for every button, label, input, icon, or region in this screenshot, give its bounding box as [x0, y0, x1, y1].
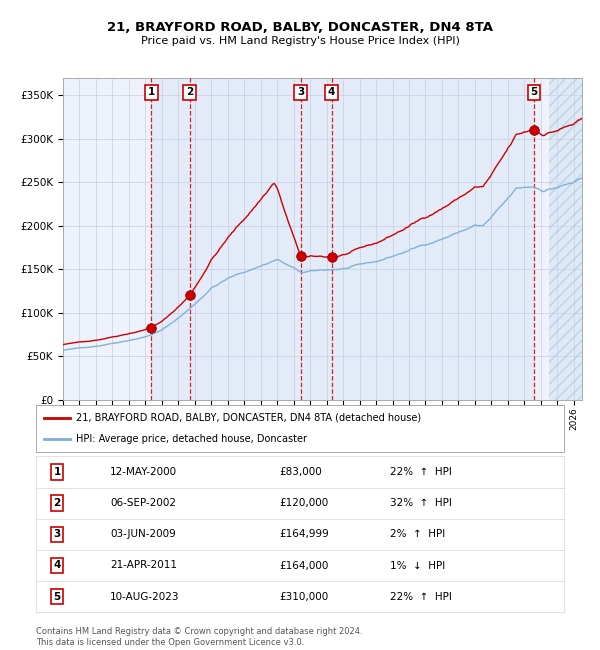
Bar — [332, 78, 534, 400]
Bar — [190, 78, 301, 400]
Text: 5: 5 — [53, 592, 61, 602]
Text: 4: 4 — [53, 560, 61, 571]
Bar — [301, 78, 332, 400]
Text: 5: 5 — [530, 88, 538, 97]
Text: 2: 2 — [186, 88, 193, 97]
Text: 32%  ↑  HPI: 32% ↑ HPI — [390, 498, 452, 508]
Text: 2: 2 — [53, 498, 61, 508]
Text: 12-MAY-2000: 12-MAY-2000 — [110, 467, 177, 477]
Text: 2%  ↑  HPI: 2% ↑ HPI — [390, 529, 445, 539]
Text: 4: 4 — [328, 88, 335, 97]
Bar — [549, 78, 582, 400]
Text: HPI: Average price, detached house, Doncaster: HPI: Average price, detached house, Donc… — [76, 434, 307, 444]
Text: 3: 3 — [297, 88, 304, 97]
Text: 1%  ↓  HPI: 1% ↓ HPI — [390, 560, 445, 571]
Text: £83,000: £83,000 — [279, 467, 322, 477]
Text: This data is licensed under the Open Government Licence v3.0.: This data is licensed under the Open Gov… — [36, 638, 304, 647]
Text: 3: 3 — [53, 529, 61, 539]
Text: £120,000: £120,000 — [279, 498, 328, 508]
Text: Price paid vs. HM Land Registry's House Price Index (HPI): Price paid vs. HM Land Registry's House … — [140, 36, 460, 46]
Text: 03-JUN-2009: 03-JUN-2009 — [110, 529, 176, 539]
Text: Contains HM Land Registry data © Crown copyright and database right 2024.: Contains HM Land Registry data © Crown c… — [36, 627, 362, 636]
Text: 10-AUG-2023: 10-AUG-2023 — [110, 592, 179, 602]
Text: £164,999: £164,999 — [279, 529, 329, 539]
Text: 1: 1 — [53, 467, 61, 477]
Text: 21, BRAYFORD ROAD, BALBY, DONCASTER, DN4 8TA: 21, BRAYFORD ROAD, BALBY, DONCASTER, DN4… — [107, 21, 493, 34]
Text: 21, BRAYFORD ROAD, BALBY, DONCASTER, DN4 8TA (detached house): 21, BRAYFORD ROAD, BALBY, DONCASTER, DN4… — [76, 413, 421, 422]
Text: 06-SEP-2002: 06-SEP-2002 — [110, 498, 176, 508]
Text: £164,000: £164,000 — [279, 560, 328, 571]
Text: 1: 1 — [148, 88, 155, 97]
Text: £310,000: £310,000 — [279, 592, 328, 602]
Text: 22%  ↑  HPI: 22% ↑ HPI — [390, 592, 452, 602]
Text: 22%  ↑  HPI: 22% ↑ HPI — [390, 467, 452, 477]
Bar — [151, 78, 190, 400]
Text: 21-APR-2011: 21-APR-2011 — [110, 560, 177, 571]
